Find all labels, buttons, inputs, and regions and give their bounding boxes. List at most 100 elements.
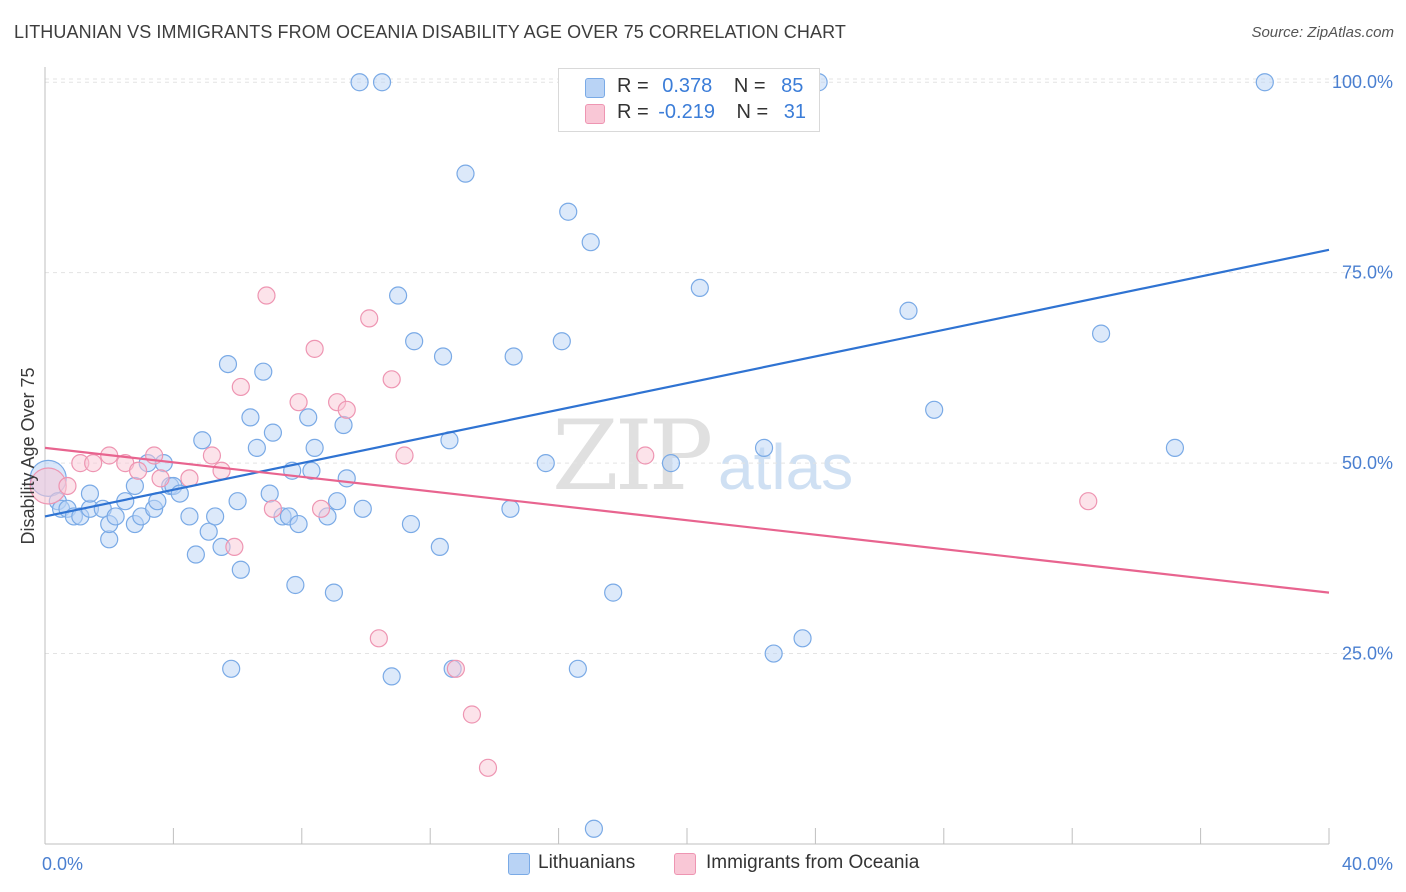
point-lithuanians xyxy=(222,659,241,678)
point-lithuanians xyxy=(401,514,421,534)
legend-r-label: R = xyxy=(617,101,649,123)
point-oceania xyxy=(369,629,388,648)
point-oceania xyxy=(263,499,283,518)
point-oceania xyxy=(636,446,655,465)
point-lithuanians xyxy=(1255,73,1274,92)
point-lithuanians xyxy=(661,454,681,473)
point-lithuanians xyxy=(289,514,308,534)
correlation-legend: R = 0.378 N = 85 R = -0.219 N = 31 xyxy=(558,68,820,132)
watermark-atlas: atlas xyxy=(718,431,854,503)
point-lithuanians xyxy=(305,438,324,457)
point-lithuanians xyxy=(1165,438,1185,457)
point-lithuanians xyxy=(690,278,709,298)
legend-swatch-pink xyxy=(585,104,605,124)
point-lithuanians xyxy=(186,545,205,564)
point-oceania xyxy=(212,461,231,480)
point-oceania xyxy=(289,393,308,412)
point-lithuanians xyxy=(125,476,144,496)
trend-line-oceania xyxy=(44,446,1330,594)
point-lithuanians xyxy=(180,507,199,526)
point-lithuanians xyxy=(372,73,392,92)
point-lithuanians xyxy=(100,530,119,549)
point-oceania xyxy=(128,461,148,480)
point-lithuanians xyxy=(263,423,283,442)
legend-swatch-lithuanians xyxy=(508,853,530,875)
point-lithuanians xyxy=(925,400,944,419)
point-lithuanians xyxy=(504,347,523,366)
point-lithuanians xyxy=(218,354,238,374)
legend-n-label: N = xyxy=(736,101,769,123)
point-lithuanians xyxy=(337,469,356,488)
point-lithuanians xyxy=(764,644,783,663)
series-immigrants-oceania xyxy=(29,286,1098,777)
trend-lines xyxy=(44,248,1330,594)
point-lithuanians xyxy=(405,332,424,351)
legend-label-oceania: Immigrants from Oceania xyxy=(706,852,920,873)
point-lithuanians xyxy=(206,507,225,526)
point-lithuanians xyxy=(501,499,520,518)
point-oceania xyxy=(446,659,465,678)
y-tick-label: 50.0% xyxy=(1342,453,1393,473)
point-oceania xyxy=(202,446,222,465)
point-oceania xyxy=(84,454,103,473)
legend-label-lithuanians: Lithuanians xyxy=(538,852,636,873)
point-lithuanians xyxy=(536,454,555,473)
point-lithuanians xyxy=(299,408,318,427)
point-lithuanians xyxy=(433,347,453,366)
legend-r-value: -0.219 xyxy=(658,101,715,123)
legend-r-label: R = xyxy=(617,75,649,97)
point-lithuanians xyxy=(1091,324,1111,343)
legend-n-value: 85 xyxy=(781,75,804,97)
source-credit: Source: ZipAtlas.com xyxy=(1251,24,1394,41)
point-oceania xyxy=(231,377,250,397)
point-oceania xyxy=(1079,492,1098,511)
point-lithuanians xyxy=(328,492,347,511)
point-oceania xyxy=(225,537,244,557)
point-lithuanians xyxy=(754,438,774,457)
legend-r-value: 0.378 xyxy=(662,75,713,97)
point-lithuanians xyxy=(604,583,623,602)
point-oceania xyxy=(257,286,276,305)
point-oceania xyxy=(395,446,414,465)
point-lithuanians xyxy=(260,484,279,503)
point-lithuanians xyxy=(430,537,449,557)
point-lithuanians xyxy=(581,233,600,252)
legend-swatch-oceania xyxy=(674,853,696,875)
point-lithuanians xyxy=(241,408,260,427)
point-lithuanians xyxy=(584,819,604,838)
point-lithuanians xyxy=(80,484,100,503)
point-lithuanians xyxy=(286,575,305,595)
point-oceania xyxy=(311,499,331,518)
point-oceania xyxy=(478,758,498,777)
point-lithuanians xyxy=(193,431,212,450)
point-oceania xyxy=(382,370,401,389)
y-axis-label: Disability Age Over 75 xyxy=(18,367,38,544)
point-lithuanians xyxy=(334,415,353,435)
point-lithuanians xyxy=(456,164,475,183)
point-lithuanians xyxy=(389,286,408,305)
point-lithuanians xyxy=(382,667,401,686)
point-lithuanians xyxy=(353,499,372,518)
point-lithuanians xyxy=(247,438,266,457)
point-lithuanians xyxy=(559,202,578,221)
point-oceania xyxy=(360,309,379,328)
point-oceania xyxy=(151,469,170,488)
point-oceania xyxy=(337,400,356,419)
point-lithuanians xyxy=(231,560,250,579)
point-lithuanians xyxy=(228,492,247,511)
y-tick-label: 75.0% xyxy=(1342,263,1393,283)
point-oceania xyxy=(462,705,482,724)
tick-labels: 25.0% 50.0% 75.0% 100.0% 0.0% 40.0% xyxy=(42,72,1393,874)
point-lithuanians xyxy=(899,301,918,320)
legend-n-label: N = xyxy=(733,75,766,97)
axes xyxy=(44,67,1330,845)
x-tick-label-min: 0.0% xyxy=(42,854,83,874)
point-lithuanians xyxy=(793,629,812,648)
point-lithuanians xyxy=(324,583,343,602)
point-lithuanians xyxy=(199,522,218,541)
point-oceania xyxy=(58,476,77,496)
x-tick-label-max: 40.0% xyxy=(1342,854,1393,874)
watermark-zip: ZIP xyxy=(552,400,713,512)
point-lithuanians xyxy=(106,507,125,526)
